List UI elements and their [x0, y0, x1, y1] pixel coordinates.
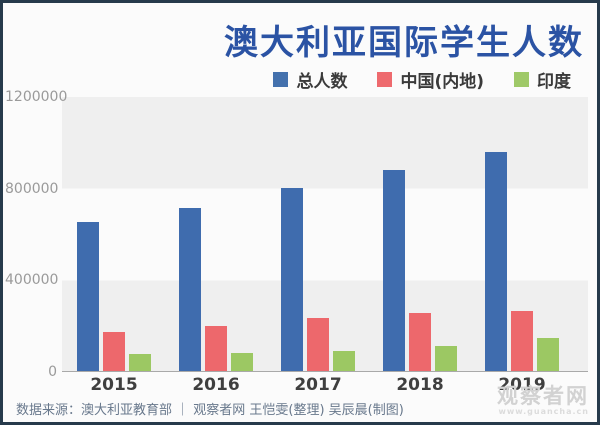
bar-china-2018: [409, 312, 431, 371]
bar-group-2017: [281, 96, 355, 371]
bar-total-2017: [281, 187, 303, 371]
bar-total-2018: [383, 170, 405, 371]
legend-label: 中国(内地): [400, 72, 484, 92]
legend-label: 印度: [537, 72, 571, 92]
legend-swatch-china: [377, 72, 393, 87]
x-tick-label: 2015: [90, 375, 138, 395]
legend-swatch-india: [514, 72, 529, 87]
x-tick-label: 2019: [498, 375, 546, 395]
watermark-site-url: www.guancha.cn: [498, 407, 589, 417]
bar-china-2019: [511, 311, 533, 371]
plot-area: [62, 97, 588, 372]
watermark-site-name: 观察者网: [497, 384, 589, 409]
legend-swatch-total: [273, 72, 289, 87]
y-tick-label: 1200000: [5, 89, 68, 105]
bar-india-2015: [129, 354, 151, 371]
legend-label: 总人数: [296, 72, 348, 92]
x-tick-label: 2017: [294, 375, 342, 395]
bar-group-2016: [179, 96, 253, 371]
bar-total-2016: [179, 207, 201, 371]
legend: 总人数 中国(内地) 印度: [273, 67, 571, 92]
legend-item-china: 中国(内地): [377, 67, 484, 92]
legend-item-india: 印度: [514, 67, 571, 92]
y-tick-label: 400000: [5, 272, 59, 289]
bar-china-2016: [205, 325, 227, 371]
bar-china-2015: [103, 332, 125, 371]
bar-total-2015: [77, 222, 99, 371]
x-axis-line: [62, 371, 588, 372]
bar-total-2019: [485, 151, 507, 371]
watermark: 观察者网 www.guancha.cn: [497, 385, 589, 417]
bar-india-2017: [333, 350, 355, 371]
bar-india-2018: [435, 346, 457, 371]
bar-group-2018: [383, 96, 457, 371]
legend-item-total: 总人数: [273, 67, 347, 92]
x-tick-label: 2016: [192, 375, 240, 395]
chart-title: 澳大利亚国际学生人数: [224, 23, 584, 63]
y-tick-label: 0: [48, 364, 57, 380]
bar-group-2019: [485, 96, 559, 371]
source-credit: 数据来源：澳大利亚教育部 ｜ 观察者网 王恺雯(整理) 吴辰晨(制图): [16, 403, 404, 418]
bar-india-2019: [537, 337, 559, 371]
bar-india-2016: [231, 352, 253, 371]
x-tick-label: 2018: [396, 375, 444, 395]
bar-china-2017: [307, 318, 329, 371]
y-tick-label: 800000: [5, 180, 59, 197]
bar-group-2015: [77, 96, 151, 371]
